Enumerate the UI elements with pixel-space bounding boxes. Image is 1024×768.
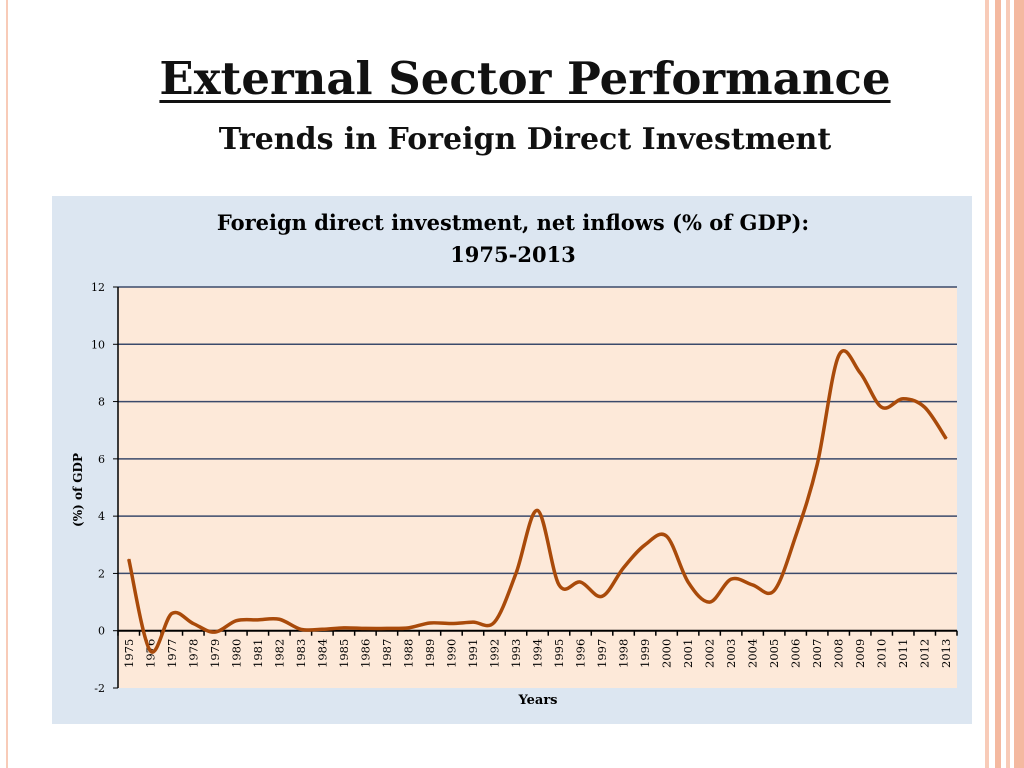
data-point	[859, 372, 861, 374]
x-tick-label: 1996	[574, 639, 588, 668]
data-point	[687, 581, 689, 583]
y-axis-label: (%) of GDP	[71, 453, 85, 527]
x-tick-label: 1991	[466, 639, 480, 668]
x-tick-label: 1990	[444, 639, 458, 668]
x-tick-label: 1975	[122, 639, 136, 668]
x-axis-label: Years	[517, 693, 557, 708]
x-tick-label: 1978	[186, 639, 200, 668]
x-tick-label: 2008	[832, 639, 846, 668]
data-point	[945, 438, 947, 440]
data-point	[623, 567, 625, 569]
x-tick-label: 2009	[853, 639, 867, 668]
chart-title-line2: 1975-2013	[450, 242, 576, 267]
y-tick-label: 10	[91, 338, 105, 351]
y-tick-label: 8	[98, 396, 105, 409]
y-tick-label: 6	[98, 453, 105, 466]
data-point	[128, 558, 130, 560]
x-tick-label: 2005	[767, 639, 781, 668]
data-point	[171, 613, 173, 615]
data-point	[343, 627, 345, 629]
data-point	[493, 621, 495, 623]
decor-stripe	[985, 0, 989, 768]
x-tick-label: 1998	[617, 639, 631, 668]
plot-area	[118, 287, 957, 688]
data-point	[321, 628, 323, 630]
data-point	[364, 627, 366, 629]
data-point	[537, 509, 538, 511]
data-point	[515, 572, 517, 574]
decor-stripe	[6, 0, 8, 768]
data-point	[235, 620, 237, 622]
data-point	[580, 581, 582, 583]
x-tick-label: 1989	[423, 639, 437, 668]
data-point	[924, 406, 926, 408]
x-tick-label: 2001	[681, 639, 695, 668]
x-tick-label: 2004	[746, 639, 760, 668]
slide-subtitle: Trends in Foreign Direct Investment	[218, 122, 832, 157]
data-point	[902, 398, 904, 400]
y-tick-label: 4	[98, 510, 105, 523]
data-point	[300, 628, 302, 630]
data-point	[752, 584, 754, 586]
x-tick-label: 1979	[208, 639, 222, 668]
x-tick-label: 2010	[875, 639, 889, 668]
data-point	[472, 621, 474, 623]
x-tick-label: 2007	[810, 639, 824, 668]
data-point	[149, 650, 151, 652]
x-tick-label: 1981	[251, 639, 265, 668]
x-tick-label: 1994	[531, 639, 545, 668]
x-tick-label: 1983	[294, 639, 308, 668]
x-tick-label: 1997	[595, 639, 609, 668]
data-point	[730, 578, 732, 580]
x-tick-label: 1985	[337, 639, 351, 668]
data-point	[450, 623, 452, 625]
data-point	[644, 544, 646, 546]
data-point	[278, 618, 280, 620]
data-point	[192, 623, 194, 625]
data-point	[407, 627, 409, 629]
data-point	[214, 631, 216, 633]
x-tick-label: 2000	[660, 639, 674, 668]
data-point	[558, 584, 560, 586]
fdi-series-line	[127, 349, 948, 654]
data-point	[709, 601, 711, 603]
x-tick-label: 1986	[358, 639, 372, 668]
data-point	[257, 619, 259, 621]
y-tick-label: 0	[98, 625, 105, 638]
decor-stripe	[1014, 0, 1024, 768]
decor-stripe	[995, 0, 1001, 768]
x-tick-label: 2011	[896, 639, 910, 668]
x-tick-label: 1992	[487, 639, 501, 668]
data-point	[666, 535, 668, 537]
y-tick-label: 2	[98, 567, 105, 580]
data-point	[881, 406, 883, 408]
chart-title: Foreign direct investment, net inflows (…	[217, 210, 809, 235]
x-tick-label: 1982	[272, 639, 286, 668]
data-point	[816, 464, 818, 466]
data-point	[838, 355, 840, 357]
x-tick-label: 1977	[165, 639, 179, 668]
x-tick-label: 1999	[638, 639, 652, 668]
x-tick-label: 2013	[939, 639, 953, 668]
data-point	[601, 595, 603, 597]
data-point	[386, 627, 388, 629]
x-tick-label: 2012	[918, 639, 932, 668]
y-tick-label: -2	[94, 682, 105, 695]
x-tick-label: 1987	[380, 639, 394, 668]
slide-title: External Sector Performance	[159, 52, 891, 105]
y-tick-label: 12	[91, 281, 105, 294]
data-point	[773, 590, 775, 592]
x-tick-label: 2002	[703, 639, 717, 668]
x-tick-label: 1980	[229, 639, 243, 668]
x-tick-label: 1993	[509, 639, 523, 668]
x-tick-label: 1988	[401, 639, 415, 668]
x-tick-label: 2003	[724, 639, 738, 668]
decor-stripe	[1006, 0, 1010, 768]
data-point	[795, 535, 797, 537]
x-tick-label: 1995	[552, 639, 566, 668]
data-point	[429, 622, 431, 624]
x-tick-label: 1984	[315, 639, 329, 668]
x-tick-label: 2006	[789, 639, 803, 668]
